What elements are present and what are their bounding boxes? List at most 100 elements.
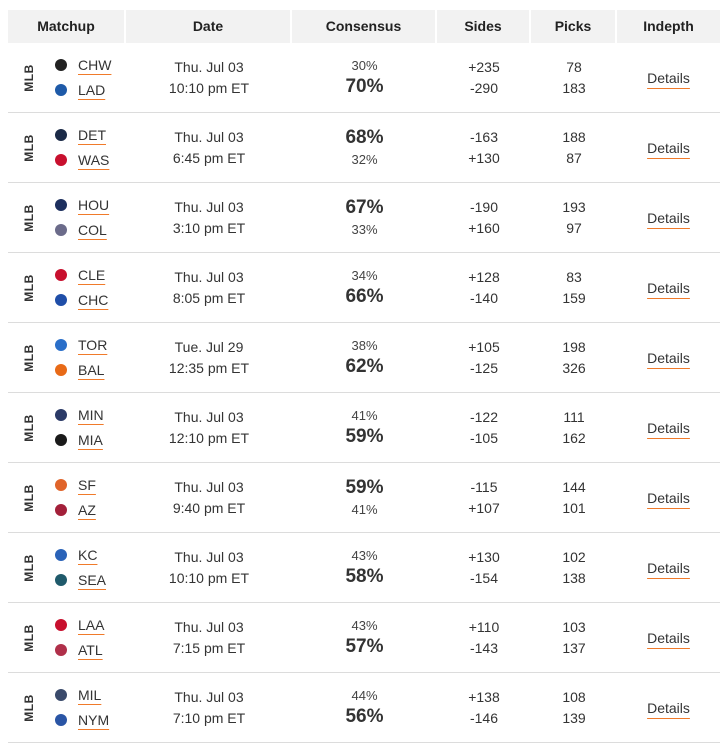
header-picks: Picks <box>531 10 617 43</box>
picks-cell: 144 101 <box>531 463 617 532</box>
away-team-link[interactable]: DET <box>78 127 106 143</box>
royals-logo-icon <box>54 548 68 562</box>
home-team-link[interactable]: LAD <box>78 82 106 98</box>
indepth-cell: Details <box>617 673 720 742</box>
away-side: -190 <box>469 198 499 215</box>
home-team-link[interactable]: CHC <box>78 292 109 308</box>
details-link[interactable]: Details <box>647 559 690 576</box>
picks-cell: 83 159 <box>531 253 617 322</box>
details-link[interactable]: Details <box>647 69 690 86</box>
consensus-cell: 30% 70% <box>292 43 437 112</box>
away-team-link[interactable]: CLE <box>78 267 106 283</box>
home-picks: 97 <box>566 219 582 236</box>
picks-cell: 102 138 <box>531 533 617 602</box>
brewers-logo-icon <box>54 688 68 702</box>
consensus-cell: 38% 62% <box>292 323 437 392</box>
matchup-cell: MLB MIL NYM <box>8 673 126 742</box>
away-team-link[interactable]: KC <box>78 547 98 563</box>
table-row: MLB CHW LAD Thu. Jul 03 10:10 pm ET 30% … <box>8 43 720 113</box>
league-label: MLB <box>22 63 36 92</box>
away-side: +235 <box>468 58 500 75</box>
indepth-cell: Details <box>617 393 720 462</box>
cubs-logo-icon <box>54 293 68 307</box>
home-team: NYM <box>54 710 109 730</box>
game-date: Thu. Jul 03 <box>174 478 244 495</box>
astros-logo-icon <box>54 198 68 212</box>
away-team-link[interactable]: MIL <box>78 687 102 703</box>
game-date: Thu. Jul 03 <box>174 268 244 285</box>
details-link[interactable]: Details <box>647 139 690 156</box>
teams: SF AZ <box>54 475 96 520</box>
league-label: MLB <box>22 413 36 442</box>
date-cell: Thu. Jul 03 7:10 pm ET <box>126 673 292 742</box>
away-side: +138 <box>468 688 500 705</box>
home-picks: 101 <box>562 499 586 516</box>
details-link[interactable]: Details <box>647 629 690 646</box>
home-team-link[interactable]: SEA <box>78 572 107 588</box>
home-consensus: 58% <box>345 566 384 587</box>
teams: CHW LAD <box>54 55 111 100</box>
home-team-link[interactable]: WAS <box>78 152 110 168</box>
indepth-cell: Details <box>617 253 720 322</box>
home-team-link[interactable]: AZ <box>78 502 96 518</box>
mets-logo-icon <box>54 713 68 727</box>
away-consensus: 30% <box>351 58 378 73</box>
away-picks: 78 <box>566 58 582 75</box>
home-team-link[interactable]: NYM <box>78 712 110 728</box>
game-time: 12:10 pm ET <box>168 429 250 446</box>
braves-logo-icon <box>54 643 68 657</box>
home-team-link[interactable]: MIA <box>78 432 103 448</box>
away-picks: 102 <box>562 548 586 565</box>
home-side: -143 <box>469 639 499 656</box>
details-link[interactable]: Details <box>647 419 690 436</box>
picks-cell: 188 87 <box>531 113 617 182</box>
game-date: Thu. Jul 03 <box>174 128 244 145</box>
home-picks: 87 <box>566 149 582 166</box>
details-link[interactable]: Details <box>647 349 690 366</box>
away-team-link[interactable]: SF <box>78 477 96 493</box>
home-consensus: 62% <box>345 356 384 377</box>
home-team: CHC <box>54 290 108 310</box>
matchup-cell: MLB CLE CHC <box>8 253 126 322</box>
details-link[interactable]: Details <box>647 489 690 506</box>
away-side: +105 <box>468 338 500 355</box>
home-consensus: 33% <box>351 222 378 237</box>
home-picks: 139 <box>562 709 586 726</box>
home-team: BAL <box>54 360 107 380</box>
home-team-link[interactable]: BAL <box>78 362 105 378</box>
date-cell: Thu. Jul 03 7:15 pm ET <box>126 603 292 672</box>
picks-cell: 108 139 <box>531 673 617 742</box>
home-team-link[interactable]: ATL <box>78 642 103 658</box>
teams: DET WAS <box>54 125 109 170</box>
indepth-cell: Details <box>617 323 720 392</box>
away-consensus: 34% <box>351 268 378 283</box>
sides-cell: +130 -154 <box>437 533 531 602</box>
details-link[interactable]: Details <box>647 699 690 716</box>
away-picks: 111 <box>563 408 585 425</box>
date-cell: Thu. Jul 03 10:10 pm ET <box>126 533 292 602</box>
angels-logo-icon <box>54 618 68 632</box>
consensus-cell: 34% 66% <box>292 253 437 322</box>
away-team-link[interactable]: MIN <box>78 407 104 423</box>
consensus-cell: 68% 32% <box>292 113 437 182</box>
away-team-link[interactable]: LAA <box>78 617 105 633</box>
away-team-link[interactable]: TOR <box>78 337 108 353</box>
sides-cell: -115 +107 <box>437 463 531 532</box>
details-link[interactable]: Details <box>647 209 690 226</box>
game-time: 10:10 pm ET <box>168 569 250 586</box>
league-label: MLB <box>22 483 36 512</box>
home-side: +160 <box>468 219 500 236</box>
home-side: -290 <box>469 79 499 96</box>
away-consensus: 67% <box>345 197 384 218</box>
home-team-link[interactable]: COL <box>78 222 107 238</box>
consensus-cell: 44% 56% <box>292 673 437 742</box>
table-row: MLB MIL NYM Thu. Jul 03 7:10 pm ET 44% 5… <box>8 673 720 743</box>
diamondbacks-logo-icon <box>54 503 68 517</box>
game-date: Thu. Jul 03 <box>174 58 244 75</box>
away-team-link[interactable]: CHW <box>78 57 112 73</box>
date-cell: Thu. Jul 03 12:10 pm ET <box>126 393 292 462</box>
away-team-link[interactable]: HOU <box>78 197 110 213</box>
game-time: 12:35 pm ET <box>168 359 250 376</box>
matchup-cell: MLB TOR BAL <box>8 323 126 392</box>
details-link[interactable]: Details <box>647 279 690 296</box>
